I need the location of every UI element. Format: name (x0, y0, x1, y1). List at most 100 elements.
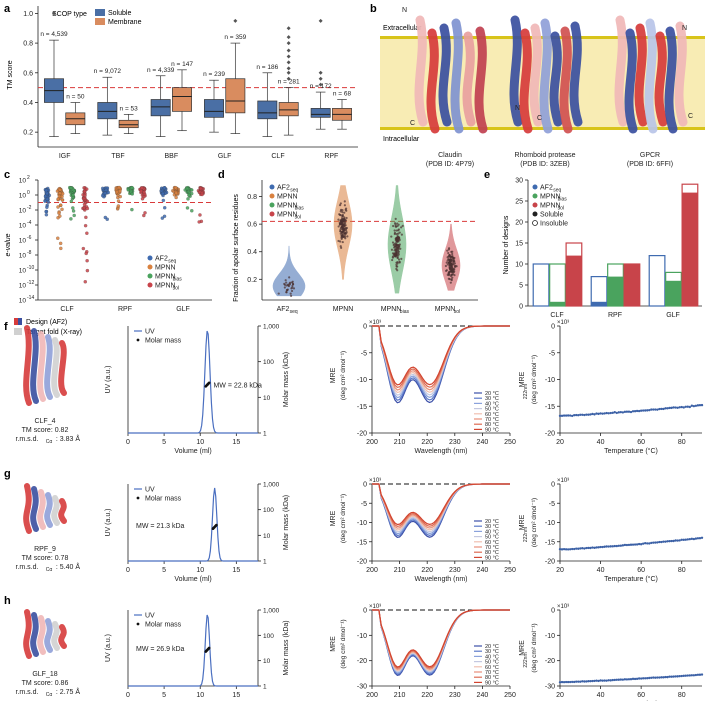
tm-point (613, 411, 616, 414)
strip-point (60, 198, 65, 202)
tm-point (694, 404, 698, 408)
axis-tm-ylabel: MRE (519, 514, 526, 530)
legend-soluble-swatch (95, 9, 105, 16)
tm-point (591, 412, 594, 416)
tm-point (698, 537, 702, 540)
tm-point (583, 547, 586, 550)
sec-mw-label: MW = 22.8 kDa (213, 383, 262, 390)
tm-point (688, 674, 692, 677)
design-rmsd-sub-f: Cα (46, 439, 53, 445)
axis-cd-ytick-label: -10 (357, 633, 367, 640)
tm-point (680, 538, 683, 541)
tm-point (562, 547, 566, 551)
legend-c-label-sub: sol (173, 286, 179, 292)
panel-letter-d: d (218, 169, 225, 181)
violin-point (448, 265, 451, 269)
violin-point (397, 250, 401, 253)
violin-point (453, 274, 456, 277)
tm-point (573, 547, 576, 551)
violin-point (397, 258, 401, 261)
tm-point (617, 544, 621, 547)
tm-point (656, 541, 659, 544)
axis-tm-xtick-label: 60 (637, 692, 645, 699)
axis-tm-xtick-label: 60 (637, 439, 645, 446)
axis-sec-y2tick-label: 1 (263, 684, 267, 691)
axis-cd-ytick-label: -5 (361, 501, 367, 508)
tm-point (694, 537, 698, 540)
violin-point (396, 265, 399, 268)
violin-point (449, 260, 452, 263)
violin-point (450, 279, 453, 282)
strip-point (103, 191, 107, 195)
violin-point (292, 287, 296, 290)
axis-tm-xtick-label: 40 (597, 567, 605, 574)
legend-sec-mm-label: Molar mass (145, 622, 182, 629)
violin-point (396, 261, 399, 264)
tm-point (589, 413, 592, 416)
tm-point (660, 676, 663, 679)
axis-a-category-label: GLF (218, 153, 232, 160)
tm-point (597, 412, 600, 416)
violin-point (447, 277, 450, 280)
axis-c-ytick-exponent: -8 (27, 250, 32, 256)
violin-point (283, 286, 286, 289)
design-helix (58, 624, 67, 649)
violin-point (447, 251, 450, 255)
helix (462, 31, 476, 127)
violin-point (341, 215, 344, 218)
legend-d-marker (269, 211, 275, 217)
axis-sec-ylabel: UV (a.u.) (105, 634, 112, 662)
helix (634, 23, 648, 127)
violin-point (455, 265, 458, 268)
tm-point (698, 404, 702, 407)
axis-e-ytick-label: 10 (515, 262, 523, 269)
violin-point (395, 253, 398, 256)
tm-point (656, 676, 659, 679)
tm-point (641, 542, 645, 545)
tm-point (585, 680, 588, 683)
design-helix (37, 331, 46, 402)
tm-point (577, 680, 580, 683)
bar-soluble-mpnnbias (607, 276, 624, 306)
violin-point (290, 287, 293, 290)
tm-point (613, 544, 616, 548)
violin-point (289, 292, 292, 295)
tm-point (601, 545, 604, 549)
legend-cd-label: 40 °C (485, 529, 499, 535)
tm-point (686, 674, 689, 677)
characterization-rows: f g h Design (AF2) Target fold (X-ray) C… (4, 318, 704, 701)
axis-tm-xtick-label: 40 (597, 439, 605, 446)
axis-e-ytick-label: 15 (515, 241, 523, 248)
legend-e-marker (532, 193, 538, 199)
helix (614, 15, 628, 127)
tm-point (623, 678, 627, 681)
strip-point (85, 231, 89, 235)
scop-legend-title: SCOP type (52, 11, 87, 18)
violin-point (444, 264, 447, 268)
box-n-label: n = 186 (256, 64, 278, 71)
bar-total-af2seq (532, 263, 550, 307)
violin-point (451, 276, 454, 279)
axis-tm-ytick-label: -10 (545, 377, 555, 384)
tm-point (575, 680, 578, 683)
tm-point (633, 410, 637, 413)
violin-point (447, 248, 451, 251)
tm-point (676, 406, 679, 409)
strip-point (44, 209, 48, 214)
axis-d-category-label: MPNN (435, 306, 456, 313)
axis-c-ytick-label: 10 (19, 208, 27, 215)
design-tmscore-h: TM score: 0.86 (22, 680, 69, 687)
strip-point (85, 259, 89, 263)
violin-point (277, 292, 280, 295)
tm-point (635, 543, 639, 546)
axis-e-ytick-label: 5 (519, 283, 523, 290)
axis-cd-xtick-label: 230 (449, 439, 461, 446)
panel-d: d Fraction of apolar surface residues 0.… (218, 169, 478, 315)
axis-tm-xtick-label: 80 (678, 439, 686, 446)
strip-point (140, 186, 144, 190)
tm-point (593, 413, 596, 416)
box-outlier (286, 70, 291, 75)
axis-tm-ytick-label: 0 (551, 324, 555, 331)
membrane-upper-line (380, 36, 705, 39)
